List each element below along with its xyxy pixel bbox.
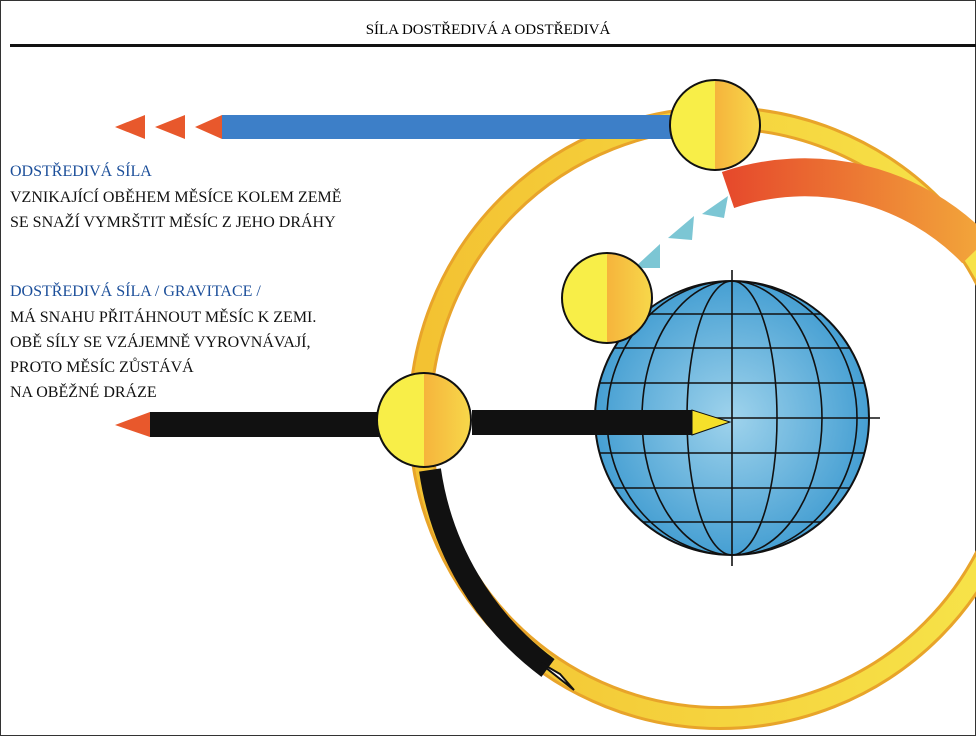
heading: ODSTŘEDIVÁ SÍLA <box>10 161 152 180</box>
black-bar <box>150 412 380 437</box>
moon <box>562 253 652 343</box>
diagram: SÍLA DOSTŘEDIVÁ A ODSTŘEDIVÁ ODSTŘEDIVÁ … <box>0 0 976 736</box>
title-rule <box>10 44 976 47</box>
text-line: NA OBĚŽNÉ DRÁZE <box>10 382 157 401</box>
heading: DOSTŘEDIVÁ SÍLA / GRAVITACE / <box>10 281 261 300</box>
moon <box>377 373 471 467</box>
title: SÍLA DOSTŘEDIVÁ A ODSTŘEDIVÁ <box>366 21 611 38</box>
text-line: OBĚ SÍLY SE VZÁJEMNĚ VYROVNÁVAJÍ, <box>10 332 311 351</box>
blue-bar <box>222 115 692 139</box>
moon <box>670 80 760 170</box>
text-line: MÁ SNAHU PŘITÁHNOUT MĚSÍC K ZEMI. <box>10 307 316 326</box>
text-line: PROTO MĚSÍC ZŮSTÁVÁ <box>10 357 194 376</box>
text-line: VZNIKAJÍCÍ OBĚHEM MĚSÍCE KOLEM ZEMĚ <box>10 187 342 206</box>
text-line: SE SNAŽÍ VYMRŠTIT MĚSÍC Z JEHO DRÁHY <box>10 212 336 231</box>
black-bar <box>472 410 694 435</box>
